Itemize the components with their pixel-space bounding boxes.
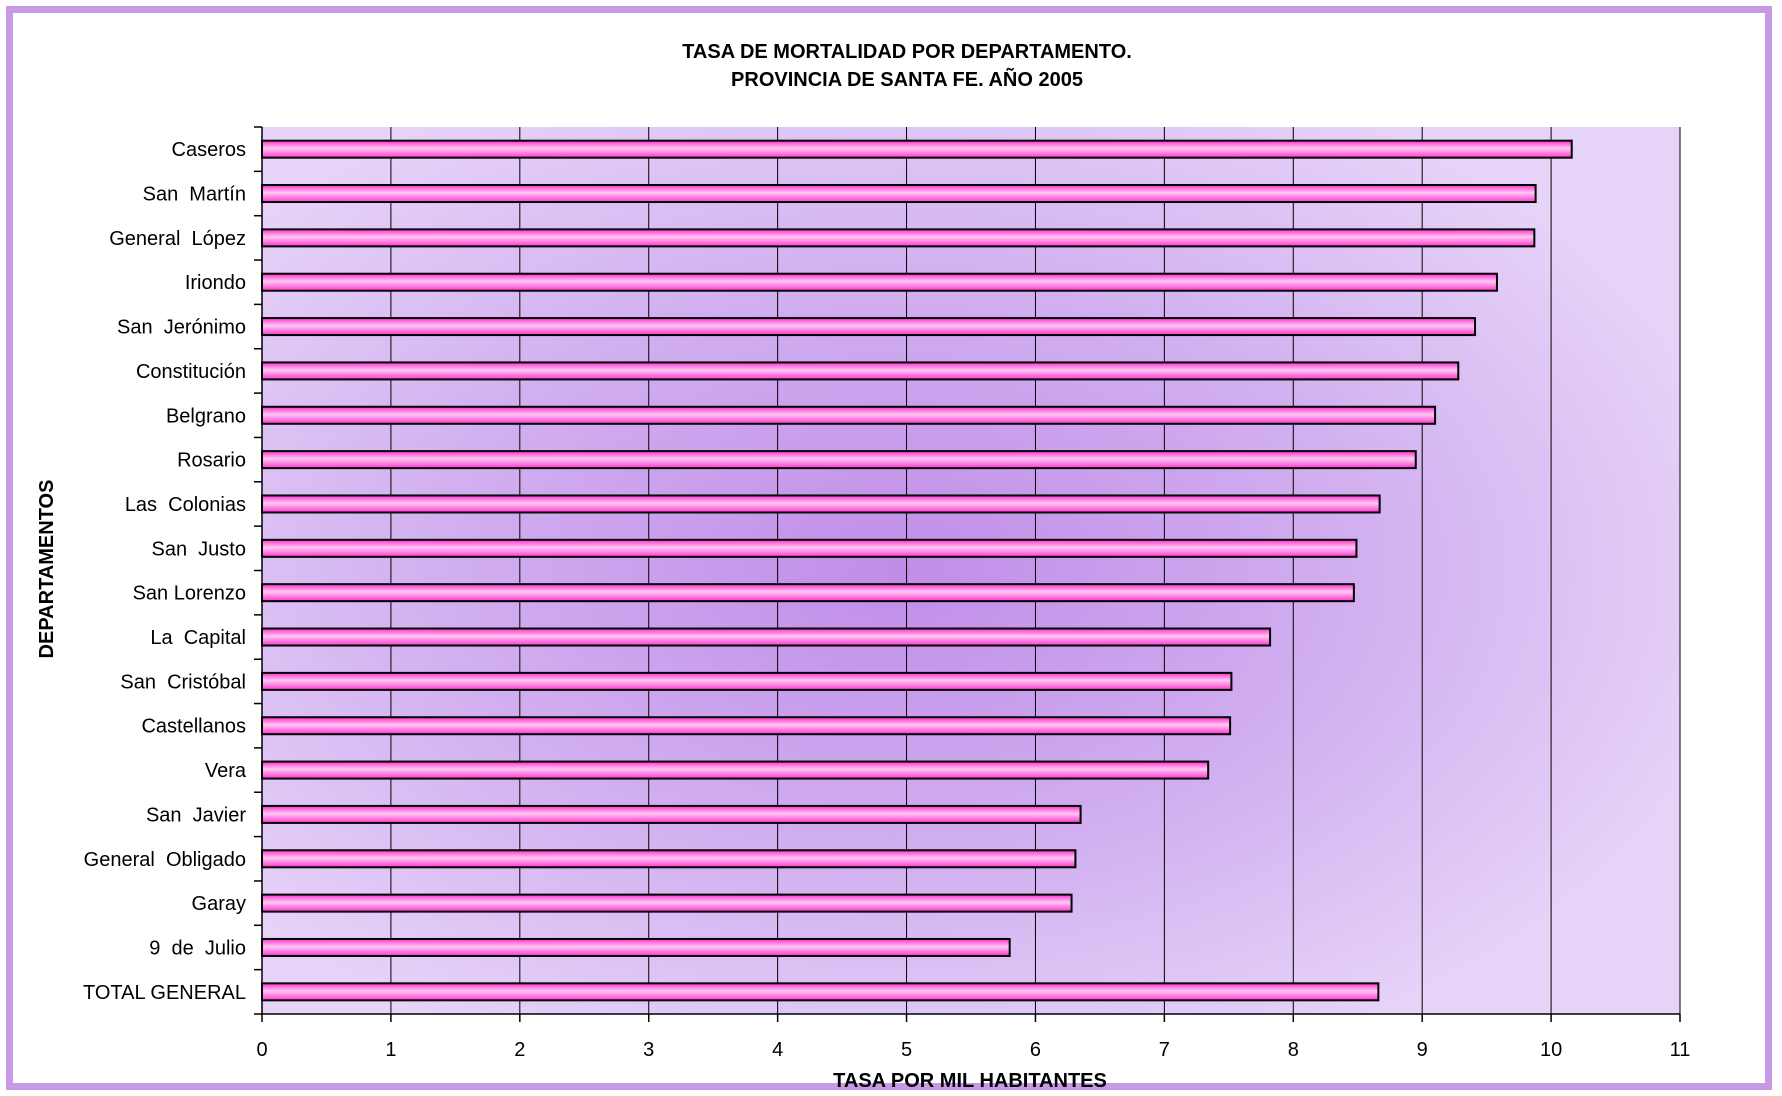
- category-labels: Caseros San Martín General López Iriondo San…: [83, 139, 247, 1004]
- category-label: General Obligado: [84, 849, 246, 871]
- bar: [261, 982, 1380, 1002]
- x-tick-label: 10: [1540, 1039, 1562, 1061]
- x-tick-labels: 0 1 2 3 4 5 6 7 8 9 10 11: [256, 1039, 1690, 1061]
- bar: [261, 849, 1077, 869]
- bar: [261, 627, 1272, 647]
- category-label: San Javier: [146, 804, 246, 826]
- x-tick-label: 0: [256, 1039, 267, 1061]
- category-label: Constitución: [136, 361, 246, 383]
- bar: [261, 361, 1460, 381]
- bar: [261, 494, 1381, 514]
- bar: [261, 272, 1498, 292]
- category-label: San Justo: [151, 538, 246, 560]
- category-label: 9 de Julio: [149, 937, 246, 959]
- bar: [261, 937, 1011, 957]
- bars: [261, 139, 1573, 1002]
- category-label: Rosario: [177, 450, 246, 472]
- chart-title: TASA DE MORTALIDAD POR DEPARTAMENTO.: [682, 41, 1132, 63]
- bar: [261, 893, 1073, 913]
- x-tick-label: 3: [643, 1039, 654, 1061]
- category-label: General López: [109, 228, 246, 250]
- category-label: Caseros: [172, 139, 246, 161]
- bar: [261, 804, 1082, 824]
- bar: [261, 228, 1536, 248]
- category-label: Vera: [205, 760, 247, 782]
- x-tick-label: 2: [514, 1039, 525, 1061]
- x-axis-title: TASA POR MIL HABITANTES: [833, 1070, 1107, 1092]
- x-tick-label: 11: [1670, 1039, 1691, 1061]
- chart-subtitle: PROVINCIA DE SANTA FE. AÑO 2005: [731, 68, 1083, 91]
- bar: [261, 184, 1537, 204]
- bar: [261, 760, 1210, 780]
- category-label: TOTAL GENERAL: [83, 982, 246, 1004]
- bar: [261, 538, 1358, 558]
- bar: [261, 139, 1573, 159]
- bar: [261, 716, 1232, 736]
- x-tick-label: 7: [1159, 1039, 1170, 1061]
- x-tick-label: 8: [1288, 1039, 1299, 1061]
- bar: [261, 317, 1477, 337]
- category-label: Castellanos: [141, 716, 246, 738]
- plot-area: [262, 127, 1680, 1014]
- category-label: Las Colonias: [125, 494, 246, 516]
- bar: [261, 450, 1417, 470]
- x-tick-label: 9: [1417, 1039, 1428, 1061]
- category-label: San Lorenzo: [133, 583, 246, 605]
- category-label: Iriondo: [185, 272, 246, 294]
- x-tick-label: 4: [772, 1039, 783, 1061]
- bar: [261, 583, 1355, 603]
- bar: [261, 405, 1437, 425]
- x-tick-label: 1: [385, 1039, 396, 1061]
- category-label: San Martín: [143, 184, 246, 206]
- y-axis-title: DEPARTAMENTOS: [36, 480, 58, 659]
- x-tick-label: 5: [901, 1039, 912, 1061]
- category-label: Belgrano: [166, 405, 246, 427]
- category-label: La Capital: [150, 627, 246, 649]
- bar: [261, 671, 1233, 691]
- category-label: San Jerónimo: [117, 317, 246, 339]
- category-label: Garay: [192, 893, 246, 915]
- x-tick-label: 6: [1030, 1039, 1041, 1061]
- category-label: San Cristóbal: [120, 671, 246, 693]
